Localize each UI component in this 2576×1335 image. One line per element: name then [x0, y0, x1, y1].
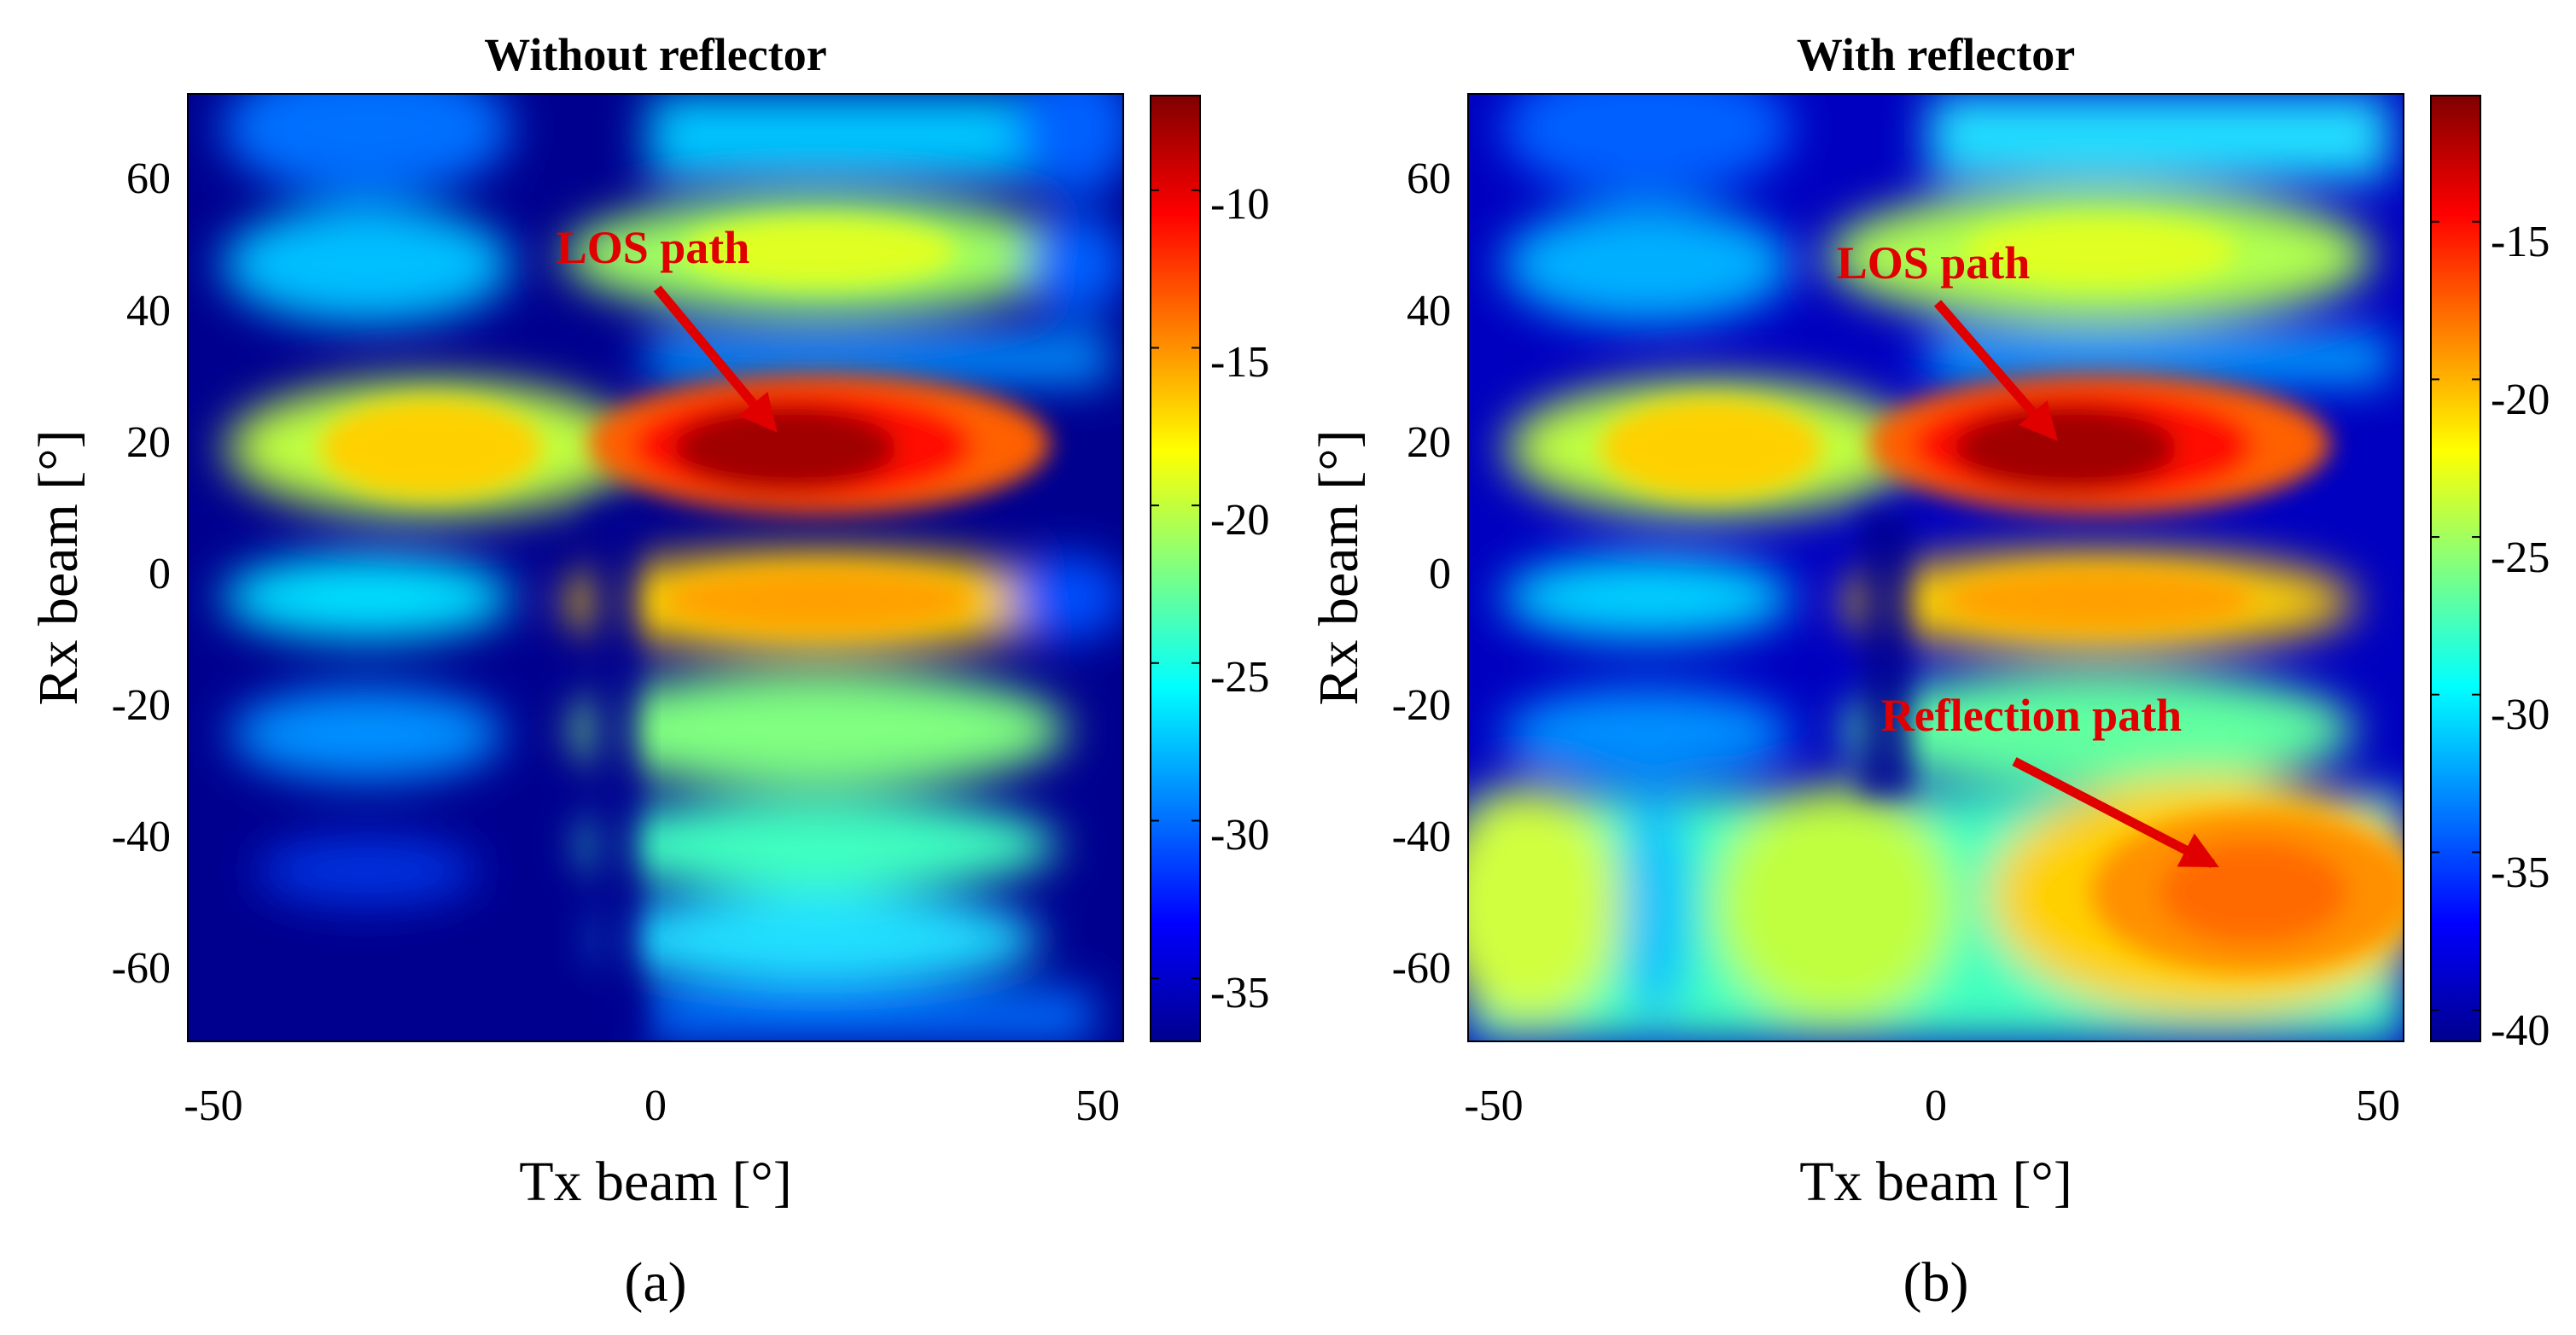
panel-a-cbar-tick: -15 — [1210, 338, 1269, 387]
panel-a-cbar-tick: -20 — [1210, 496, 1269, 545]
panel-a-ytick: -60 — [112, 944, 171, 993]
panel-a: Without reflector — [27, 29, 1269, 1314]
panel-a-ytick: -40 — [112, 813, 171, 861]
panel-a-cbar-tick: -25 — [1210, 653, 1269, 702]
panel-b-cbar-tick: -15 — [2491, 218, 2550, 266]
panel-a-xtick: -50 — [184, 1081, 242, 1130]
panel-b-xlabel: Tx beam [°] — [1799, 1151, 2072, 1213]
panel-a-ytick: -20 — [112, 681, 171, 730]
panel-b-ytick: -40 — [1392, 813, 1451, 861]
panel-a-ylabel: Rx beam [°] — [27, 429, 90, 705]
panel-a-ytick: 60 — [126, 154, 171, 203]
panel-a-cbar-tick: -30 — [1210, 811, 1269, 860]
panel-b-xtick: 50 — [2356, 1081, 2400, 1130]
panel-b-title: With reflector — [1797, 29, 2075, 80]
panel-a-xtick: 50 — [1075, 1081, 1120, 1130]
panel-a-title: Without reflector — [484, 29, 826, 80]
panel-b-annotation-reflection: Reflection path — [1881, 690, 2219, 868]
panel-b-cbar-tick: -25 — [2491, 533, 2550, 582]
panel-a-label: (a) — [624, 1251, 686, 1314]
panel-b-ytick: -20 — [1392, 681, 1451, 730]
panel-b-cbar-tick: -40 — [2491, 1006, 2550, 1055]
panel-b-ytick: -60 — [1392, 944, 1451, 993]
panel-b-colorbar-gradient — [2430, 95, 2481, 1042]
panel-b-reflection-arrow — [2012, 757, 2219, 868]
panel-a-xticks: -50 0 50 — [184, 1081, 1120, 1130]
panel-a-annotation-los: LOS path — [557, 222, 778, 433]
panel-a-cbar-tick: -35 — [1210, 969, 1269, 1017]
panel-b-ytick: 60 — [1407, 154, 1451, 203]
panel-b-xtick: -50 — [1464, 1081, 1523, 1130]
panel-a-xtick: 0 — [644, 1081, 667, 1130]
panel-b-annotation-los: LOS path — [1837, 237, 2058, 441]
panel-a-xlabel: Tx beam [°] — [519, 1151, 792, 1213]
panel-a-yticks: 60 40 20 0 -20 -40 -60 — [112, 154, 171, 993]
panel-b-xtick: 0 — [1925, 1081, 1947, 1130]
panel-b-ytick: 40 — [1407, 287, 1451, 335]
panel-b-yticks: 60 40 20 0 -20 -40 -60 — [1392, 154, 1451, 993]
panel-a-ytick: 20 — [126, 418, 171, 467]
panel-b-cbar-tick: -35 — [2491, 848, 2550, 897]
panel-a-colorbar-gradient — [1150, 95, 1201, 1042]
panel-b-cbar-tick: -30 — [2491, 691, 2550, 739]
panel-b-xticks: -50 0 50 — [1464, 1081, 2400, 1130]
panel-b-label: (b) — [1903, 1251, 1969, 1314]
panel-b-ytick: 20 — [1407, 418, 1451, 467]
panel-b-ylabel: Rx beam [°] — [1308, 429, 1370, 705]
panel-b-cbar-tick: -20 — [2491, 376, 2550, 424]
panel-b-los-label: LOS path — [1837, 237, 2031, 289]
panel-b-colorbar: -15 -20 -25 -30 -35 -40 — [2430, 95, 2550, 1055]
panel-a-ytick: 40 — [126, 287, 171, 335]
panel-b-reflection-label: Reflection path — [1881, 690, 2182, 741]
panel-a-colorbar: -10 -15 -20 -25 -30 -35 — [1150, 95, 1269, 1042]
panel-b-heatmap — [1468, 94, 2404, 1041]
panel-b-ytick: 0 — [1429, 550, 1451, 598]
panel-a-los-label: LOS path — [557, 222, 750, 273]
panel-a-los-arrow — [653, 285, 778, 433]
panel-b-los-arrow — [1933, 300, 2058, 441]
panel-a-ytick: 0 — [149, 550, 171, 598]
panel-a-heatmap — [188, 94, 1123, 1041]
panel-a-cbar-tick: -10 — [1210, 180, 1269, 229]
panel-b: With reflector — [1308, 29, 2550, 1314]
